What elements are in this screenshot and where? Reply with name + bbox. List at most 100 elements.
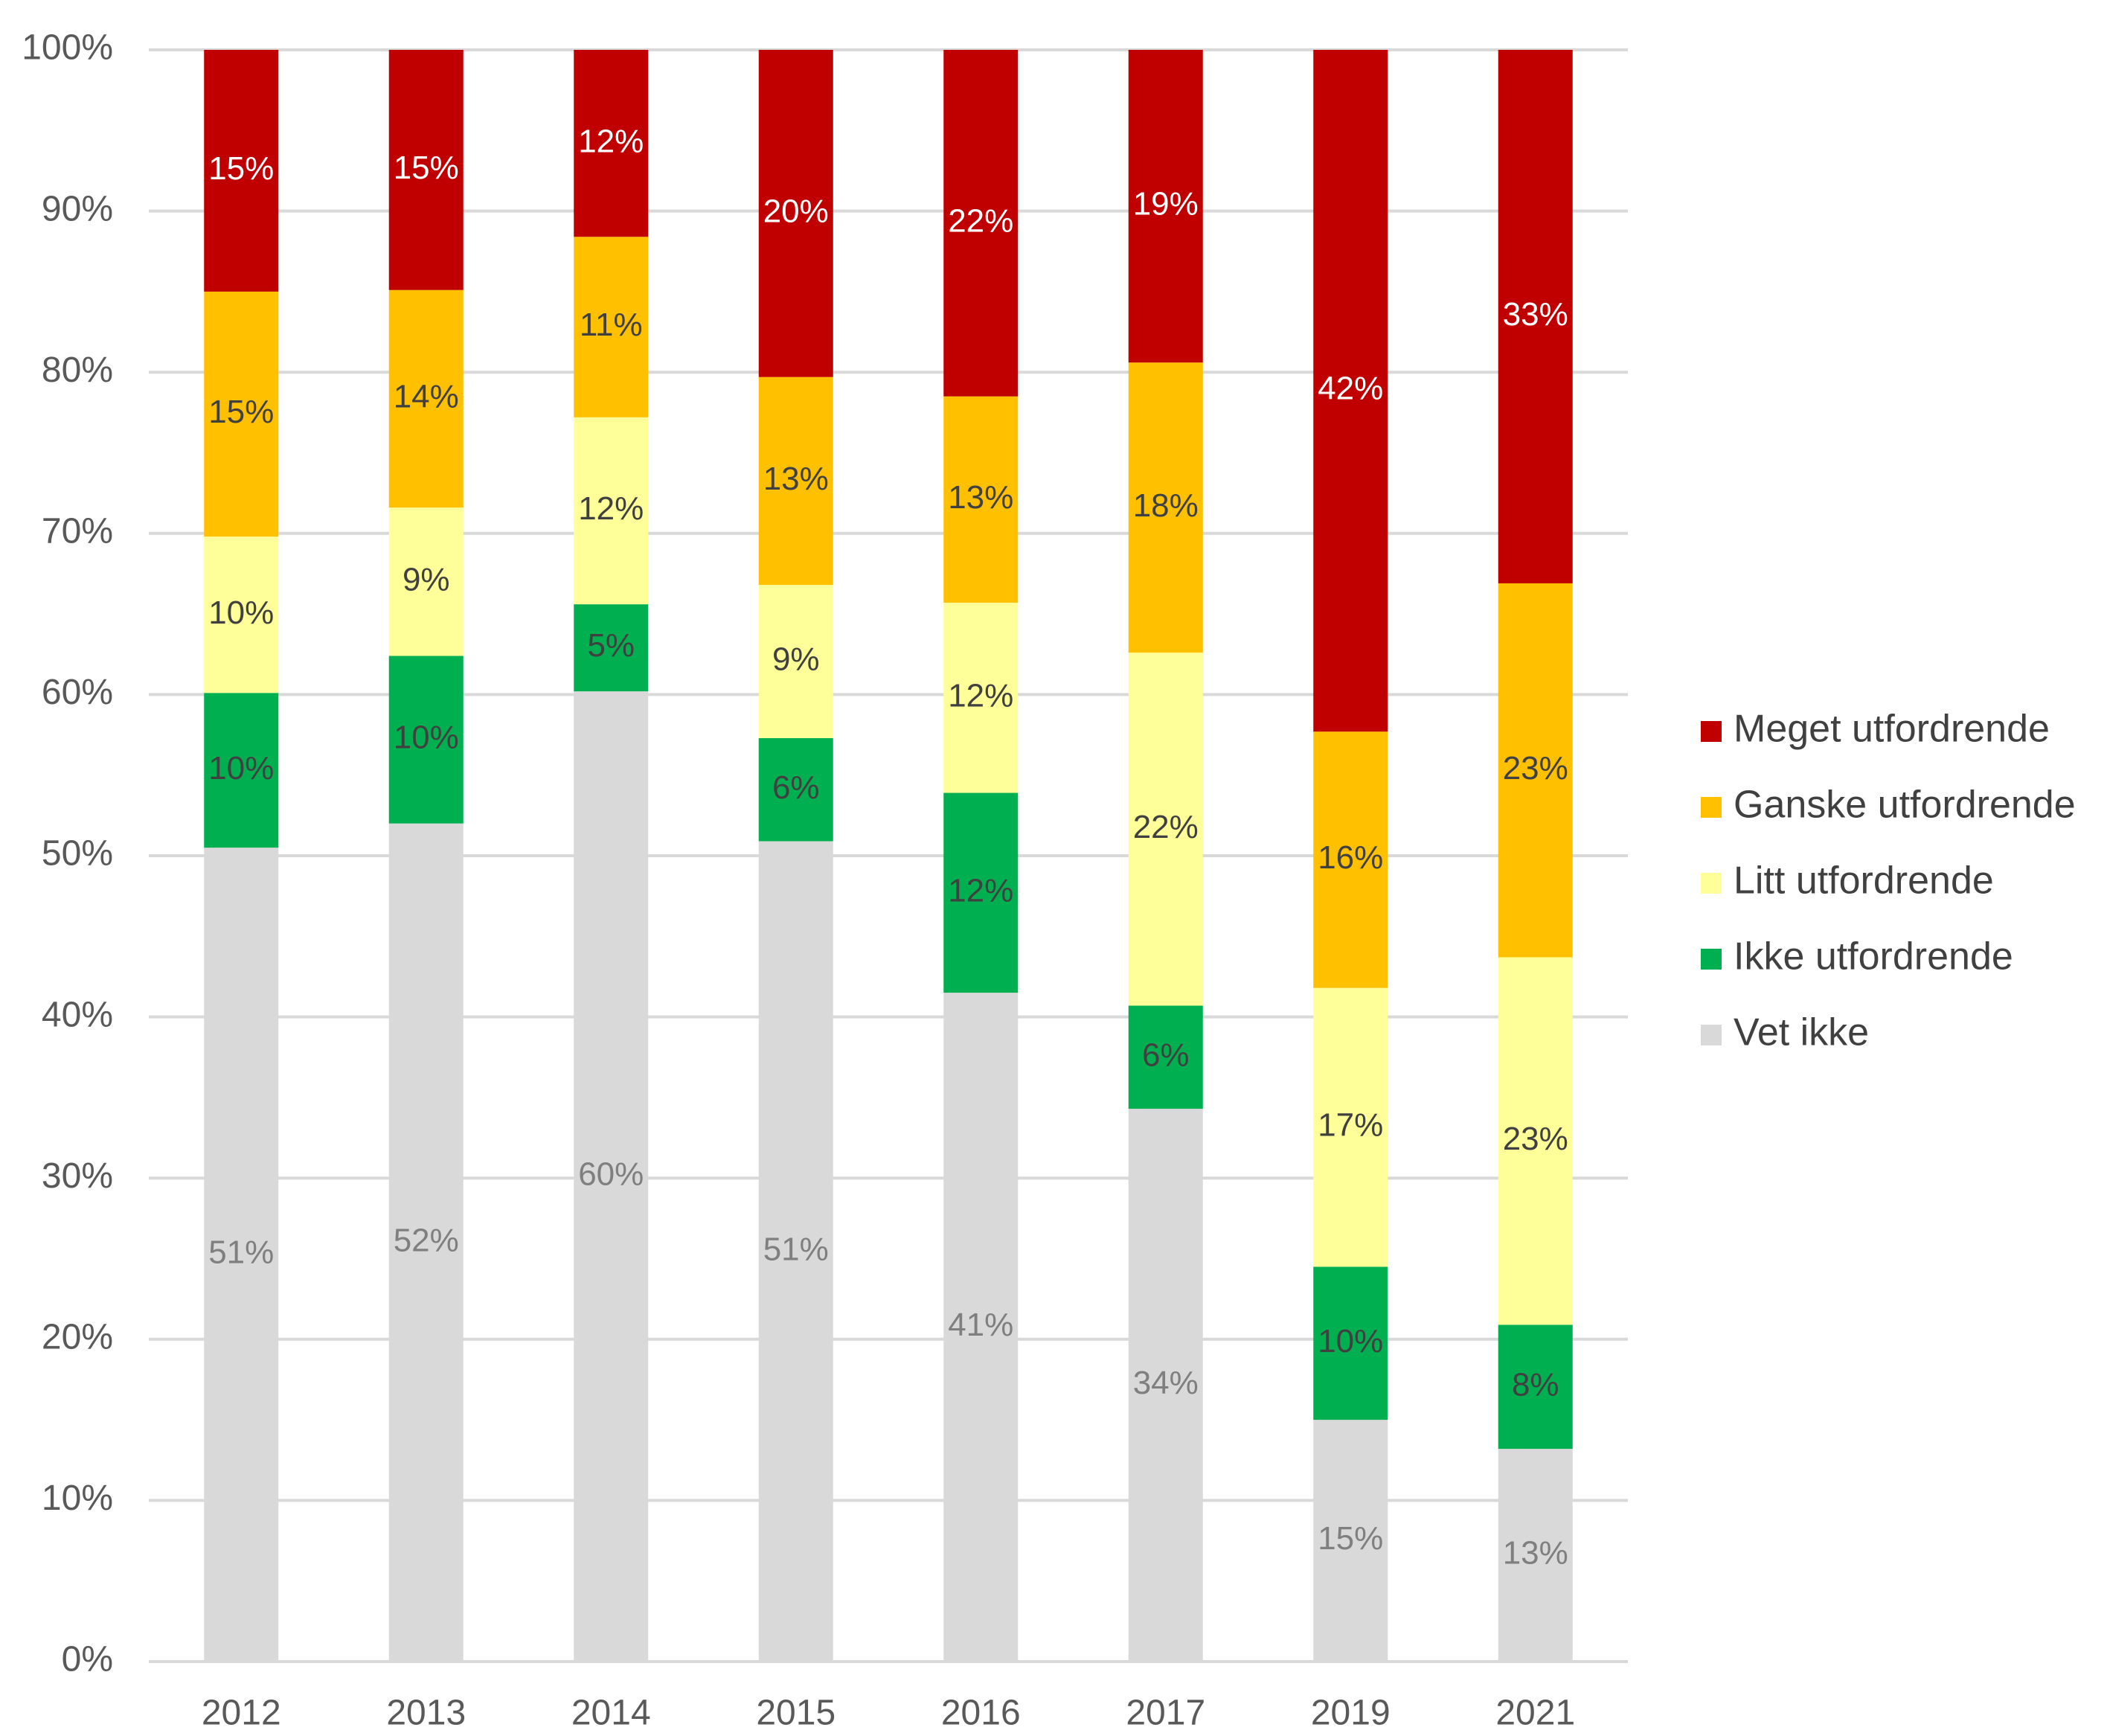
- y-axis-ticks: 0% 10% 20% 30% 40% 50% 60% 70% 80% 90% 100%: [22, 28, 113, 1679]
- data-label: 15%: [208, 394, 274, 430]
- bar-segment-vet-ikke: [943, 993, 1019, 1662]
- bar-segment-meget-utfordrende: [943, 50, 1019, 397]
- legend-swatch: [1701, 1025, 1722, 1045]
- bar-segment-vet-ikke: [758, 841, 833, 1662]
- y-tick-label: 0%: [62, 1640, 113, 1679]
- data-label: 22%: [1133, 809, 1199, 845]
- data-label: 23%: [1503, 1121, 1568, 1157]
- bar-segment-meget-utfordrende: [1128, 50, 1203, 363]
- bar-segment-ikke-utfordrende: [1498, 1325, 1573, 1450]
- bar-segment-ikke-utfordrende: [574, 604, 649, 692]
- data-label: 23%: [1503, 750, 1568, 787]
- bar-segment-vet-ikke: [1498, 1449, 1573, 1662]
- bar-segment-ikke-utfordrende: [204, 693, 279, 848]
- data-label: 10%: [208, 750, 274, 787]
- legend-label: Litt utfordrende: [1734, 859, 1994, 903]
- data-label: 14%: [394, 379, 459, 415]
- legend-swatch: [1701, 949, 1722, 970]
- legend-label: Ganske utfordrende: [1734, 784, 2076, 827]
- bar-segment-litt-utfordrende: [1498, 957, 1573, 1325]
- data-label: 13%: [1503, 1535, 1568, 1572]
- y-tick-label: 40%: [42, 995, 113, 1034]
- bar-segment-vet-ikke: [204, 848, 279, 1662]
- data-label: 9%: [403, 561, 450, 598]
- data-label: 13%: [948, 479, 1013, 516]
- legend-label: Vet ikke: [1734, 1011, 1869, 1054]
- data-label: 19%: [1133, 186, 1199, 222]
- bar-segment-meget-utfordrende: [388, 50, 464, 290]
- data-label: 42%: [1318, 371, 1383, 407]
- data-label: 18%: [1133, 487, 1199, 524]
- x-tick-label: 2013: [386, 1694, 466, 1733]
- y-tick-label: 70%: [42, 511, 113, 551]
- data-label: 11%: [580, 307, 643, 343]
- bar-segment-litt-utfordrende: [574, 417, 649, 605]
- data-label: 22%: [948, 202, 1013, 239]
- bar-segment-ganske-utfordrende: [758, 377, 833, 586]
- bar-segment-meget-utfordrende: [1313, 50, 1388, 732]
- legend: Meget utfordrende Ganske utfordrende Litt …: [1701, 708, 2076, 1054]
- bar-segment-litt-utfordrende: [204, 537, 279, 694]
- x-tick-label: 2015: [756, 1694, 836, 1733]
- bar-segment-vet-ikke: [1128, 1109, 1203, 1662]
- y-tick-label: 10%: [42, 1479, 113, 1518]
- data-label: 12%: [948, 872, 1013, 909]
- data-label: 51%: [208, 1234, 274, 1271]
- bars: [204, 50, 1573, 1662]
- bar-segment-vet-ikke: [388, 823, 464, 1662]
- data-label: 60%: [578, 1156, 644, 1193]
- x-tick-label: 2021: [1495, 1694, 1575, 1733]
- x-tick-label: 2017: [1126, 1694, 1205, 1733]
- bar-segment-ganske-utfordrende: [388, 289, 464, 508]
- data-label: 6%: [772, 769, 820, 806]
- bar-segment-ganske-utfordrende: [1498, 583, 1573, 958]
- legend-label: Ikke utfordrende: [1734, 935, 2013, 978]
- data-labels: 51% 10% 10% 15% 15% 52% 10% 9% 14% 15% 60% 5% 12% 11%…: [208, 123, 1568, 1571]
- bar-segment-ganske-utfordrende: [1313, 731, 1388, 988]
- data-label: 10%: [208, 595, 274, 631]
- x-tick-label: 2014: [571, 1694, 651, 1733]
- data-label: 33%: [1503, 296, 1568, 333]
- y-tick-label: 50%: [42, 834, 113, 874]
- data-label: 34%: [1133, 1365, 1199, 1401]
- data-label: 16%: [1318, 839, 1383, 876]
- data-label: 12%: [578, 490, 644, 527]
- data-label: 51%: [763, 1231, 829, 1267]
- gridlines: [149, 48, 1628, 1663]
- bar-segment-ikke-utfordrende: [388, 656, 464, 824]
- y-tick-label: 30%: [42, 1156, 113, 1196]
- bar-segment-litt-utfordrende: [388, 507, 464, 656]
- bar-segment-ikke-utfordrende: [1128, 1005, 1203, 1109]
- bar-segment-meget-utfordrende: [758, 50, 833, 377]
- data-label: 52%: [394, 1222, 459, 1258]
- y-tick-label: 90%: [42, 189, 113, 228]
- y-tick-label: 60%: [42, 673, 113, 712]
- bar-segment-litt-utfordrende: [1128, 653, 1203, 1006]
- data-label: 10%: [1318, 1323, 1383, 1359]
- data-label: 10%: [394, 720, 459, 756]
- bar-segment-vet-ikke: [574, 691, 649, 1662]
- legend-swatch: [1701, 797, 1722, 818]
- data-label: 41%: [948, 1307, 1013, 1343]
- bar-segment-ganske-utfordrende: [574, 237, 649, 417]
- bar-segment-ikke-utfordrende: [758, 737, 833, 842]
- data-label: 12%: [578, 123, 644, 159]
- legend-swatch: [1701, 721, 1722, 742]
- bar-segment-ganske-utfordrende: [943, 396, 1019, 603]
- bar-segment-ganske-utfordrende: [204, 291, 279, 537]
- data-label: 15%: [208, 150, 274, 187]
- bar-segment-meget-utfordrende: [204, 50, 279, 292]
- legend-swatch: [1701, 873, 1722, 894]
- bar-segment-ikke-utfordrende: [943, 792, 1019, 993]
- data-label: 15%: [1318, 1520, 1383, 1557]
- data-label: 8%: [1512, 1366, 1559, 1403]
- x-tick-label: 2016: [941, 1694, 1021, 1733]
- data-label: 13%: [763, 461, 829, 497]
- x-tick-label: 2012: [202, 1694, 281, 1733]
- data-label: 6%: [1142, 1037, 1190, 1073]
- y-tick-label: 20%: [42, 1317, 113, 1357]
- bar-segment-meget-utfordrende: [574, 50, 649, 237]
- data-label: 9%: [772, 641, 820, 678]
- bar-segment-meget-utfordrende: [1498, 50, 1573, 583]
